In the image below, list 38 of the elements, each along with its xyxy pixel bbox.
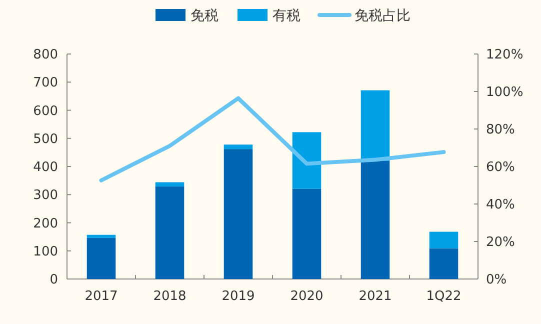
- y-tick-label: 600: [33, 104, 58, 119]
- bar: [224, 149, 253, 279]
- y2-tick-label: 80%: [486, 122, 515, 138]
- bar: [292, 188, 322, 279]
- x-tick-label: 1Q22: [426, 289, 462, 304]
- bar: [292, 132, 322, 189]
- bar: [360, 160, 390, 279]
- bar: [86, 234, 116, 238]
- bar: [360, 90, 390, 161]
- y-tick-label: 100: [33, 244, 58, 260]
- x-tick-label: 2017: [84, 289, 118, 304]
- x-tick-label: 2018: [153, 289, 186, 304]
- bar: [224, 144, 253, 150]
- legend-label: 免税占比: [354, 8, 410, 24]
- y2-tick-label: 40%: [486, 198, 515, 212]
- bar: [155, 182, 184, 186]
- y-tick-label: 200: [33, 216, 58, 232]
- y-tick-label: 0: [50, 272, 58, 288]
- y2-tick-label: 100%: [486, 85, 524, 100]
- x-tick-label: 2020: [290, 289, 324, 304]
- y-tick-label: 400: [33, 160, 58, 175]
- y-tick-label: 300: [33, 188, 58, 204]
- bar: [155, 186, 184, 279]
- bar: [429, 248, 458, 279]
- legend-label: 免税: [190, 8, 218, 24]
- x-tick-label: 2021: [358, 289, 392, 304]
- y2-tick-label: 60%: [486, 160, 515, 175]
- bar: [429, 232, 458, 248]
- bar: [86, 238, 116, 279]
- y2-tick-label: 120%: [486, 48, 524, 62]
- y-tick-label: 800: [33, 48, 58, 62]
- y2-tick-label: 20%: [486, 235, 515, 250]
- y-tick-label: 700: [33, 76, 58, 91]
- x-tick-label: 2019: [222, 289, 255, 304]
- y2-tick-label: 0%: [486, 272, 507, 288]
- y-tick-label: 500: [33, 132, 58, 147]
- legend-label: 有税: [272, 8, 300, 24]
- line-series: [99, 96, 446, 182]
